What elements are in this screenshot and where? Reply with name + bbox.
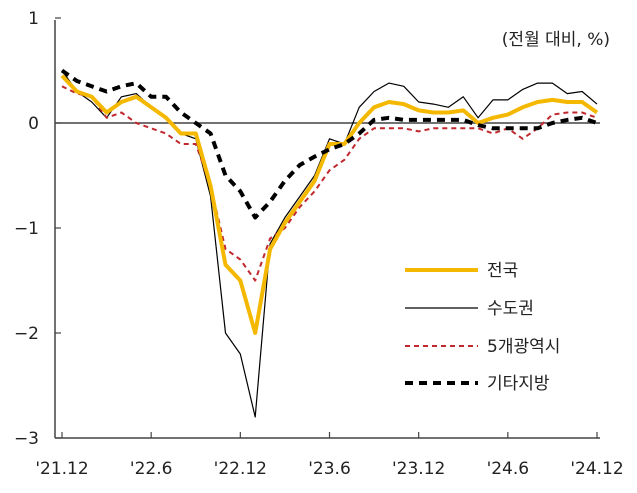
x-tick-label: '23.12 xyxy=(392,459,445,479)
series-line-2 xyxy=(61,85,598,282)
x-tick-label: '22.12 xyxy=(214,459,267,479)
legend-label-1: 수도권 xyxy=(487,299,534,319)
legend-label-2: 5개광역시 xyxy=(487,337,560,357)
y-tick-label: −2 xyxy=(14,324,39,344)
series-line-0 xyxy=(60,74,599,335)
unit-label: (전월 대비, %) xyxy=(502,30,610,50)
y-tick-label: −3 xyxy=(14,429,39,449)
legend-label-3: 기타지방 xyxy=(487,374,550,394)
x-ticks: '21.12 '22.6 '22.12 '23.6 '23.12 '24.6 '24.12 xyxy=(35,432,624,479)
x-tick-label: '21.12 xyxy=(35,459,88,479)
x-tick-label: '24.6 xyxy=(487,459,530,479)
y-tick-label: −1 xyxy=(14,219,39,239)
y-tick-label: 1 xyxy=(28,9,39,29)
y-ticks: 1 0 −1 −2 −3 xyxy=(14,9,61,449)
axes-layer xyxy=(54,20,600,439)
x-tick-label: '23.6 xyxy=(308,459,351,479)
series-layer xyxy=(60,68,599,418)
y-tick-label: 0 xyxy=(28,114,39,134)
x-tick-label: '24.12 xyxy=(570,459,623,479)
series-line-3 xyxy=(60,68,598,220)
x-tick-label: '22.6 xyxy=(130,459,173,479)
legend-label-0: 전국 xyxy=(487,261,518,281)
